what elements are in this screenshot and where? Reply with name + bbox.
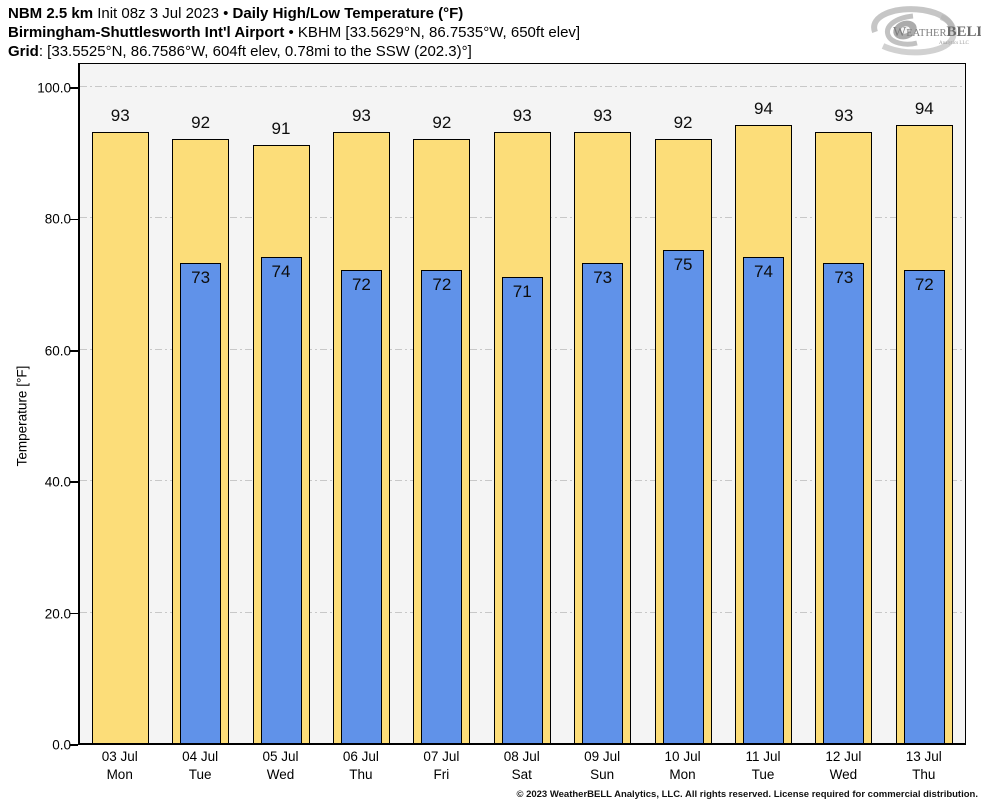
- y-tick-label-80: 80.0: [44, 211, 71, 227]
- x-tick-date: 13 Jul: [905, 749, 942, 764]
- y-tick-label-20: 20.0: [44, 606, 71, 622]
- chart-header: NBM 2.5 km Init 08z 3 Jul 2023 • Daily H…: [8, 4, 580, 61]
- x-tick-label: 06 Jul Thu: [316, 748, 406, 784]
- low-bar: 74: [742, 256, 784, 743]
- title-line-3: Grid: [33.5525°N, 86.7586°W, 604ft elev,…: [8, 42, 580, 61]
- x-tick-label: 11 Jul Tue: [718, 748, 808, 784]
- copyright-notice: © 2023 WeatherBELL Analytics, LLC. All r…: [516, 789, 978, 800]
- hurricane-swirl-icon: WEATHERBELL Analytics LLC: [871, 6, 984, 56]
- y-axis-title: Temperature [°F]: [14, 365, 30, 467]
- x-tick-label: 12 Jul Wed: [798, 748, 888, 784]
- high-bar: [91, 132, 149, 743]
- low-bar: 74: [260, 256, 302, 743]
- plot-area: 93 92 73 91 74 93 72 92 72 93 71 93 73 92 75 94 74 93 73 94…: [78, 63, 966, 745]
- station-name: Birmingham-Shuttlesworth Int'l Airport: [8, 24, 285, 41]
- low-bar: 71: [501, 276, 543, 743]
- x-tick-date: 11 Jul: [745, 749, 781, 764]
- init-time: Init 08z 3 Jul 2023 •: [93, 5, 233, 22]
- y-tick-mark-60: [70, 350, 78, 352]
- low-bar: 75: [662, 250, 704, 743]
- x-tick-date: 05 Jul: [262, 749, 299, 764]
- high-value-label: 91: [271, 119, 291, 139]
- y-tick-label-0: 0.0: [52, 737, 71, 753]
- y-tick-mark-40: [70, 481, 78, 483]
- high-value-label: 93: [593, 106, 613, 125]
- x-tick-label: 05 Jul Wed: [236, 748, 326, 784]
- high-value-label: 93: [834, 106, 854, 125]
- x-tick-label: 03 Jul Mon: [75, 748, 165, 784]
- x-tick-date: 09 Jul: [584, 749, 621, 764]
- logo-text-sub: Analytics LLC: [939, 41, 970, 46]
- low-value-label: 75: [673, 255, 693, 275]
- x-tick-date: 08 Jul: [503, 749, 540, 764]
- x-tick-weekday: Sun: [590, 767, 615, 782]
- low-value-label: 73: [191, 268, 211, 288]
- high-value-label: 92: [432, 112, 452, 132]
- low-value-label: 73: [834, 268, 854, 288]
- y-tick-mark-0: [70, 744, 78, 746]
- x-tick-label: 04 Jul Tue: [155, 748, 245, 784]
- x-tick-label: 09 Jul Sun: [557, 748, 647, 784]
- low-bar: 72: [340, 269, 382, 743]
- y-tick-mark-80: [70, 218, 78, 221]
- y-tick-label-40: 40.0: [44, 474, 71, 490]
- x-tick-weekday: Tue: [188, 767, 212, 782]
- x-tick-weekday: Wed: [266, 767, 295, 782]
- title-line-1: NBM 2.5 km Init 08z 3 Jul 2023 • Daily H…: [8, 4, 580, 23]
- x-tick-weekday: Thu: [349, 767, 373, 782]
- x-tick-label: 07 Jul Fri: [396, 748, 486, 784]
- y-tick-mark-20: [70, 612, 78, 615]
- logo-text-weather: WEATHERBELL: [893, 24, 981, 40]
- x-tick-label: 10 Jul Mon: [638, 748, 728, 784]
- model-name: NBM 2.5 km: [8, 5, 94, 22]
- x-tick-date: 10 Jul: [664, 749, 701, 764]
- low-bar: 72: [903, 269, 945, 743]
- x-tick-date: 04 Jul: [182, 749, 219, 764]
- weatherbell-logo: WEATHERBELL Analytics LLC: [853, 2, 984, 60]
- x-tick-date: 06 Jul: [342, 749, 379, 764]
- low-bar: 73: [180, 263, 222, 743]
- x-tick-weekday: Tue: [751, 767, 775, 782]
- low-value-label: 72: [914, 274, 934, 294]
- x-tick-label: 13 Jul Thu: [879, 748, 969, 784]
- x-tick-label: 08 Jul Sat: [477, 748, 567, 784]
- grid-details: : [33.5525°N, 86.7586°W, 604ft elev, 0.7…: [38, 43, 472, 60]
- x-tick-date: 03 Jul: [101, 749, 138, 764]
- x-tick-date: 07 Jul: [423, 749, 460, 764]
- x-tick-weekday: Mon: [669, 767, 696, 782]
- y-tick-label-60: 60.0: [44, 343, 71, 359]
- low-bar: 72: [421, 269, 463, 743]
- x-tick-weekday: Thu: [912, 767, 936, 782]
- high-value-label: 92: [673, 112, 693, 132]
- high-value-label: 92: [191, 112, 211, 132]
- high-value-label: 93: [512, 106, 532, 125]
- station-details: • KBHM [33.5629°N, 86.7535°W, 650ft elev…: [284, 24, 581, 41]
- product-name: Daily High/Low Temperature (°F): [232, 5, 464, 22]
- low-bar: 73: [582, 263, 624, 743]
- high-value-label: 93: [351, 106, 371, 125]
- low-value-label: 72: [432, 274, 452, 294]
- low-value-label: 71: [512, 281, 532, 301]
- high-value-label: 94: [914, 99, 934, 119]
- y-tick-label-100: 100.0: [37, 80, 71, 96]
- x-tick-weekday: Fri: [433, 767, 450, 782]
- y-tick-mark-100: [70, 87, 78, 89]
- high-value-label: 93: [110, 106, 130, 125]
- low-value-label: 73: [593, 268, 613, 288]
- title-line-2: Birmingham-Shuttlesworth Int'l Airport •…: [8, 23, 580, 42]
- x-tick-weekday: Wed: [829, 767, 858, 782]
- low-value-label: 72: [351, 274, 371, 294]
- low-value-label: 74: [754, 261, 773, 281]
- low-value-label: 74: [271, 261, 291, 281]
- high-value-label: 94: [754, 99, 773, 119]
- x-tick-weekday: Sat: [511, 767, 532, 782]
- x-tick-date: 12 Jul: [825, 749, 862, 764]
- gridline-100: [80, 86, 965, 87]
- low-bar: 73: [823, 263, 865, 743]
- grid-label: Grid: [8, 43, 39, 60]
- x-tick-weekday: Mon: [106, 767, 133, 782]
